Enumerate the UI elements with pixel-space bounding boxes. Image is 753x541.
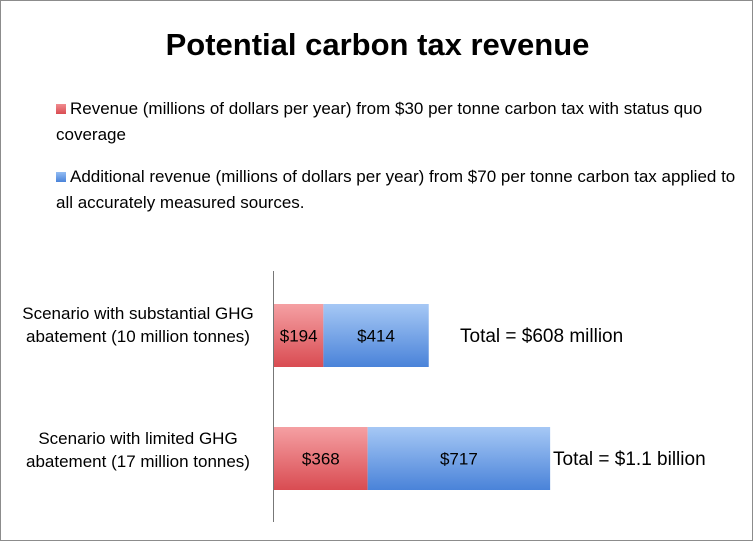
- bar-revenue-30-limited: [274, 427, 368, 490]
- data-label-revenue-70-substantial: $414: [357, 327, 395, 346]
- bar-revenue-70-limited: [367, 427, 551, 490]
- data-label-revenue-70-limited: $717: [440, 450, 478, 469]
- data-label-revenue-30-substantial: $194: [280, 327, 318, 346]
- legend-swatch-blue: [56, 172, 66, 182]
- legend-label-revenue-30: Revenue (millions of dollars per year) f…: [56, 99, 703, 144]
- bar-revenue-70-substantial: [323, 304, 429, 367]
- total-label-substantial: Total = $608 million: [460, 326, 624, 347]
- chart-title: Potential carbon tax revenue: [165, 27, 590, 62]
- legend-item-revenue-30: Revenue (millions of dollars per year) f…: [56, 96, 736, 148]
- total-label-limited: Total = $1.1 billion: [553, 449, 706, 470]
- legend-swatch-red: [56, 104, 66, 114]
- bar-revenue-30-substantial: [274, 304, 324, 367]
- data-label-revenue-30-limited: $368: [302, 450, 340, 469]
- legend-label-revenue-70: Additional revenue (millions of dollars …: [56, 167, 736, 212]
- legend-item-revenue-70: Additional revenue (millions of dollars …: [56, 164, 736, 216]
- category-label-limited: Scenario with limited GHG abatement (17 …: [26, 429, 250, 471]
- category-label-substantial: Scenario with substantial GHG abatement …: [22, 304, 254, 346]
